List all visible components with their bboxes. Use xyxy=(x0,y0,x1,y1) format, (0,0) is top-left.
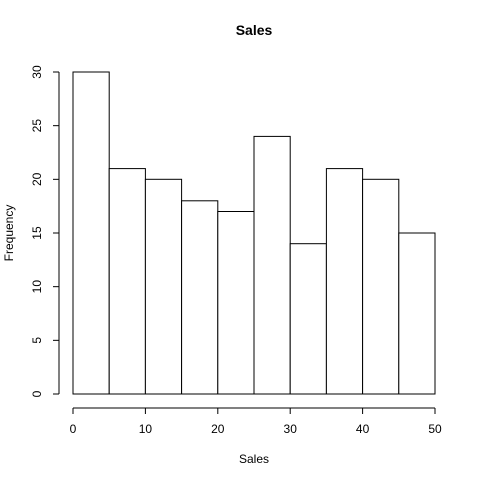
y-axis-label: Frequency xyxy=(2,205,16,262)
histogram-bar xyxy=(217,211,255,395)
y-tick-label: 5 xyxy=(30,337,44,344)
x-tick-label: 20 xyxy=(211,422,225,436)
bars-layer xyxy=(72,71,436,395)
histogram-bar xyxy=(362,178,400,395)
histogram-bar xyxy=(144,178,183,395)
y-tick-label: 0 xyxy=(30,390,44,397)
histogram-bar xyxy=(289,243,327,395)
x-tick-label: 40 xyxy=(356,422,370,436)
histogram-bar xyxy=(253,135,291,395)
y-tick-label: 20 xyxy=(30,172,44,186)
x-tick-label: 30 xyxy=(284,422,298,436)
x-axis: 0 10 20 30 40 50 xyxy=(70,407,442,436)
y-axis: 0 5 10 15 20 25 30 xyxy=(30,65,60,397)
x-tick-label: 0 xyxy=(70,422,77,436)
histogram-bar xyxy=(398,232,436,395)
histogram-bar xyxy=(72,71,110,395)
y-tick-label: 30 xyxy=(30,65,44,79)
y-tick-label: 25 xyxy=(30,119,44,133)
histogram-bar xyxy=(325,168,364,395)
x-tick-label: 50 xyxy=(428,422,442,436)
y-tick-label: 10 xyxy=(30,280,44,294)
histogram-bar xyxy=(108,168,146,395)
x-axis-label: Sales xyxy=(239,452,269,466)
chart-title: Sales xyxy=(236,22,273,38)
histogram-bar xyxy=(181,200,219,395)
x-tick-label: 10 xyxy=(139,422,153,436)
y-tick-label: 15 xyxy=(30,226,44,240)
